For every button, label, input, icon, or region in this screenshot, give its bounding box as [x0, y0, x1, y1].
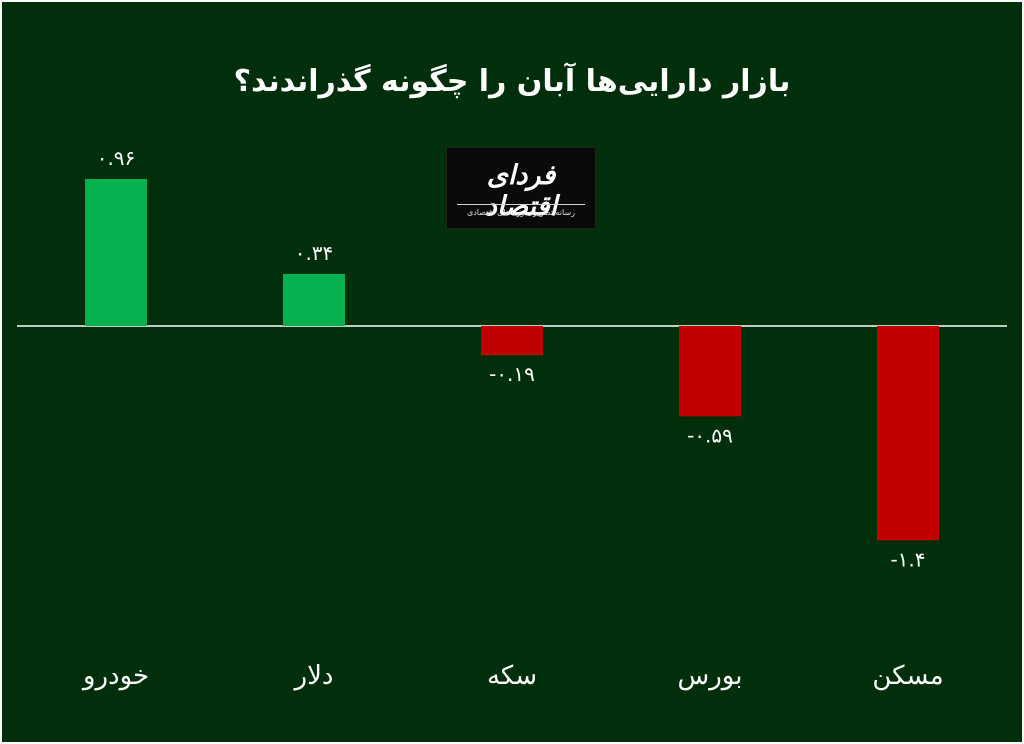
category-label-1: دلار [293, 661, 334, 691]
bar-value-label-1: ۰.۳۴ [295, 241, 334, 265]
category-label-0: خودرو [81, 661, 149, 691]
brand-logo-tagline: رسانه تصویری روندهای اقتصادی [466, 208, 576, 217]
bar-2 [481, 326, 543, 356]
category-label-3: بورس [678, 661, 743, 691]
bar-value-label-2: -۰.۱۹ [489, 362, 535, 386]
brand-logo-name: فردای اقتصاد [484, 160, 558, 222]
bar-value-label-4: -۱.۴ [890, 547, 925, 571]
chart-title: بازار دارایی‌ها آبان را چگونه گذراندند؟ [233, 64, 791, 99]
brand-logo: فردای اقتصاد رسانه تصویری روندهای اقتصاد… [446, 147, 596, 229]
bar-0 [85, 179, 147, 326]
bar-4 [877, 326, 939, 541]
bar-value-label-3: -۰.۵۹ [687, 423, 733, 447]
category-label-2: سکه [487, 661, 537, 691]
category-label-4: مسکن [872, 661, 943, 691]
bar-value-label-0: ۰.۹۶ [97, 146, 136, 170]
bar-1 [283, 273, 345, 326]
bar-3 [679, 326, 741, 417]
brand-logo-divider [457, 204, 585, 205]
